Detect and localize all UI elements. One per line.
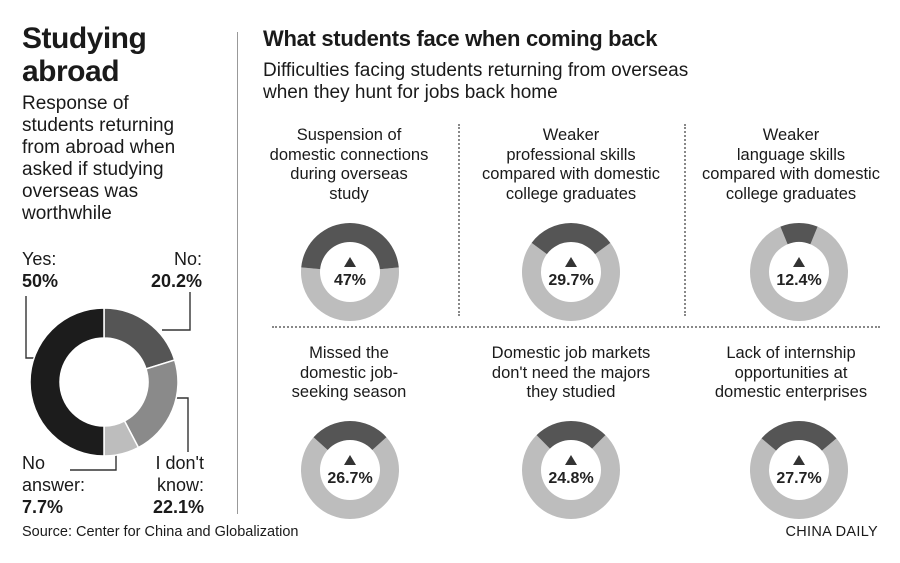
leader-line-no (162, 292, 191, 331)
triangle-icon (565, 455, 577, 465)
grid-horizontal-divider (272, 326, 880, 328)
grid-donut-1: 47% (301, 222, 399, 321)
donut-value-segment-5 (536, 421, 606, 449)
grid-donut-6: 27.7% (750, 421, 848, 519)
donut-slice-yes (29, 307, 105, 457)
donut-value-label-6: 27.7% (776, 470, 821, 487)
donut-value-label-2: 29.7% (548, 272, 593, 289)
left-title: Studying abroad (22, 22, 147, 88)
slice-no-answer-label: No answer: (22, 453, 86, 495)
slice-label-yes: Yes: 50% (22, 248, 58, 292)
donut-value-label-5: 24.8% (548, 470, 593, 487)
triangle-icon (793, 257, 805, 267)
right-title: What students face when coming back (263, 26, 658, 51)
donut-slice-dont-know (123, 359, 179, 449)
triangle-icon (793, 455, 805, 465)
slice-label-no-answer: No answer: 7.7% (22, 452, 85, 518)
vertical-divider (237, 32, 238, 514)
grid-donut-5: 24.8% (522, 421, 620, 519)
cell-label-2: Weaker professional skills compared with… (482, 126, 660, 203)
donut-value-segment-1 (301, 222, 399, 270)
grid-donut-3: 12.4% (750, 223, 848, 321)
donut-value-segment-4 (313, 421, 387, 450)
cell-label-6: Lack of internship opportunities at dome… (714, 344, 868, 401)
donut-value-label-1: 47% (334, 272, 366, 289)
cell-label-4: Missed the domestic job- seeking season (291, 344, 407, 401)
donut-value-label-3: 12.4% (776, 272, 821, 289)
donut-value-segment-2 (531, 223, 611, 255)
donut-rest-segment-4 (301, 437, 399, 519)
donut-rest-segment-2 (522, 242, 620, 321)
triangle-icon (344, 455, 356, 465)
credit-logo: CHINA DAILY (785, 524, 878, 540)
grid-vertical-divider-2 (684, 124, 686, 316)
slice-no-answer-value: 7.7% (22, 497, 64, 517)
slice-yes-value: 50% (22, 271, 59, 291)
triangle-icon (565, 257, 577, 267)
source-note: Source: Center for China and Globalizati… (22, 524, 299, 540)
left-donut-chart (29, 307, 179, 457)
triangle-icon (344, 257, 356, 267)
grid-vertical-divider-1 (458, 124, 460, 316)
slice-label-no: No: 20.2% (140, 248, 202, 292)
slice-dont-know-value: 22.1% (152, 497, 204, 517)
donut-rest-segment-5 (522, 435, 620, 519)
slice-no-value: 20.2% (150, 271, 202, 291)
cell-label-5: Domestic job markets don't need the majo… (491, 344, 651, 401)
donut-rest-segment-3 (750, 226, 848, 321)
donut-value-segment-3 (780, 223, 818, 245)
slice-yes-label: Yes: (22, 249, 57, 269)
right-subtitle: Difficulties facing students returning f… (263, 60, 689, 103)
donut-rest-segment-6 (750, 438, 848, 519)
donut-slice-no (103, 307, 176, 370)
donut-value-segment-6 (761, 421, 837, 451)
left-description: Response of students returning from abro… (22, 93, 176, 224)
slice-label-dont-know: I don't know: 22.1% (130, 452, 204, 518)
donut-rest-segment-1 (301, 267, 399, 321)
cell-label-3: Weaker language skills compared with dom… (702, 126, 880, 203)
slice-dont-know-label: I don't know: (155, 453, 204, 495)
donut-value-label-4: 26.7% (327, 470, 372, 487)
cell-label-1: Suspension of domestic connections durin… (269, 126, 429, 203)
slice-no-label: No: (173, 249, 202, 269)
grid-donut-2: 29.7% (522, 223, 620, 321)
grid-donut-4: 26.7% (301, 421, 399, 519)
